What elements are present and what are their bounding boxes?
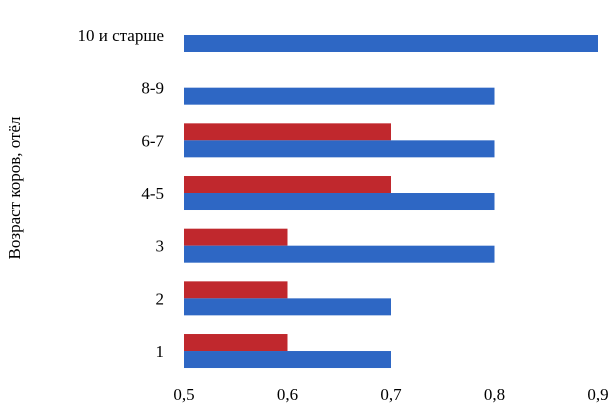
bar-3-series-2	[184, 245, 495, 263]
bar-6-7-series-1	[184, 123, 391, 141]
y-tick-label: 2	[156, 289, 165, 308]
bar-4-5-series-2	[184, 193, 495, 211]
bar-4-5-series-1	[184, 176, 391, 194]
bar-8-9-series-2	[184, 87, 495, 105]
y-tick-label: 3	[156, 237, 165, 256]
x-tick-label: 0,7	[380, 385, 402, 404]
bar-10 и старше-series-2	[184, 35, 598, 52]
y-tick-label: 4-5	[141, 184, 164, 203]
bar-1-series-2	[184, 351, 391, 369]
bar-1-series-1	[184, 334, 288, 352]
bar-6-7-series-2	[184, 140, 495, 158]
x-tick-labels: 0,5 0,6 0,7 0,8 0,9	[173, 385, 608, 404]
bars-group	[184, 35, 598, 369]
x-tick-label: 0,5	[173, 385, 194, 404]
x-tick-label: 0,6	[277, 385, 298, 404]
x-tick-label: 0,8	[484, 385, 505, 404]
y-tick-label: 10 и старше	[78, 26, 164, 45]
bar-2-series-1	[184, 281, 288, 299]
bar-2-series-2	[184, 298, 391, 316]
y-tick-labels: 1 2 3 4-5 6-7 8-9 10 и старше	[78, 26, 165, 361]
y-tick-label: 6-7	[141, 131, 164, 150]
y-tick-label: 1	[156, 342, 165, 361]
y-tick-label: 8-9	[141, 79, 164, 98]
x-tick-label: 0,9	[587, 385, 608, 404]
bar-3-series-1	[184, 228, 288, 246]
y-axis-title: Возраст коров, отёл	[5, 116, 24, 259]
